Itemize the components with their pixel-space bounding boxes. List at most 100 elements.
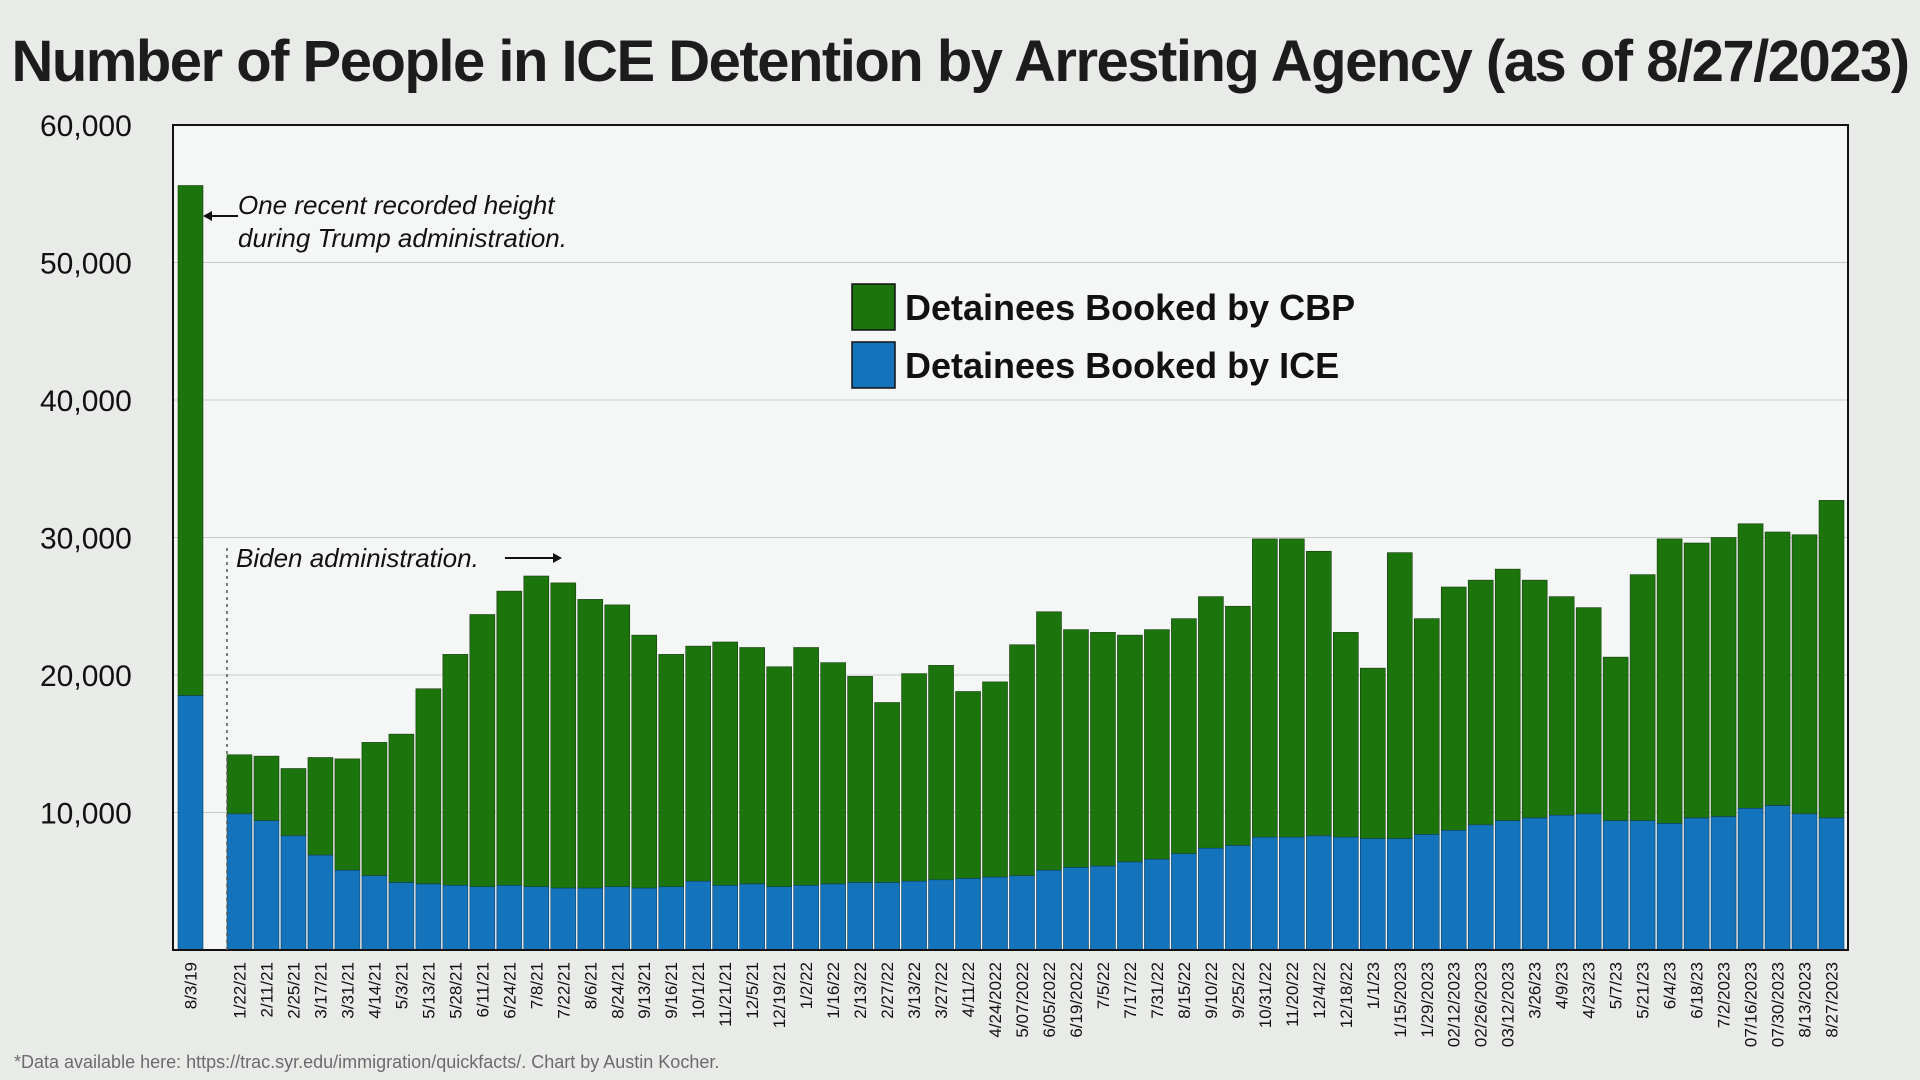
bar-cbp [658, 654, 685, 888]
bar-ice [820, 883, 846, 951]
bar-cbp [1117, 634, 1143, 863]
bar-cbp [307, 757, 334, 856]
bar-cbp [496, 590, 523, 886]
bar-cbp [1629, 574, 1656, 822]
x-tick-label: 7/31/22 [1148, 962, 1167, 1019]
bar-ice [739, 883, 765, 951]
bar-ice [469, 886, 496, 951]
x-tick-label: 1/1/23 [1364, 962, 1383, 1009]
bar-ice [847, 882, 873, 951]
bar-cbp [1683, 542, 1710, 819]
bar-ice [1764, 805, 1791, 951]
bar-cbp [1386, 552, 1413, 839]
x-tick-label: 07/16/2023 [1742, 962, 1761, 1047]
bar-ice [523, 886, 550, 951]
bar-cbp [1144, 629, 1170, 860]
legend-label: Detainees Booked by CBP [905, 287, 1355, 328]
bar-cbp [1467, 579, 1494, 826]
footnote: *Data available here: https://trac.syr.e… [14, 1052, 720, 1072]
x-tick-label: 12/4/22 [1310, 962, 1329, 1019]
bar-ice [1791, 813, 1818, 951]
bar-ice [415, 883, 442, 951]
bar-cbp [1656, 538, 1683, 824]
bar-ice [577, 887, 604, 951]
x-tick-label: 5/13/21 [419, 962, 438, 1019]
x-tick-label: 4/11/22 [959, 962, 978, 1017]
trump-annotation: One recent recorded height [238, 190, 556, 220]
x-tick-label: 8/15/22 [1175, 962, 1194, 1019]
bar-cbp [1279, 538, 1305, 838]
bar-ice [388, 882, 415, 951]
x-tick-label: 9/13/21 [635, 962, 654, 1019]
bar-cbp [685, 645, 712, 882]
bar-cbp [955, 691, 981, 879]
x-tick-label: 3/13/22 [905, 962, 924, 1019]
x-tick-label: 7/17/22 [1121, 962, 1140, 1019]
bar-ice [955, 878, 981, 951]
bar-ice [1575, 813, 1602, 951]
bar-cbp [712, 641, 738, 886]
x-tick-label: 3/17/21 [311, 962, 330, 1019]
x-tick-label: 10/1/21 [689, 962, 708, 1019]
y-tick-label: 10,000 [40, 798, 132, 831]
x-tick-label: 5/7/23 [1607, 962, 1626, 1009]
bar-cbp [1818, 500, 1845, 819]
x-tick-label: 3/27/22 [932, 962, 951, 1019]
bar-cbp [253, 755, 280, 822]
bar-ice [1306, 835, 1332, 951]
bar-ice [496, 885, 523, 951]
x-tick-label: 2/27/22 [878, 962, 897, 1019]
x-tick-label: 4/9/23 [1553, 962, 1572, 1009]
x-tick-label: 1/16/22 [824, 962, 843, 1019]
bar-ice [1494, 820, 1521, 951]
x-tick-label: 1/2/22 [797, 962, 816, 1009]
bar-ice [177, 695, 204, 951]
bar-ice [604, 886, 631, 951]
bar-ice [1252, 836, 1278, 951]
x-tick-label: 6/19/2022 [1067, 962, 1086, 1038]
bar-ice [1009, 875, 1035, 951]
x-tick-label: 8/24/21 [608, 962, 627, 1019]
x-tick-label: 7/22/21 [554, 962, 573, 1019]
bar-ice [361, 875, 388, 951]
bar-cbp [982, 681, 1008, 878]
bar-cbp [604, 604, 631, 888]
bar-cbp [226, 754, 253, 815]
bar-cbp [1764, 531, 1791, 806]
bar-cbp [928, 665, 954, 881]
trump-annotation: during Trump administration. [238, 223, 567, 253]
bar-cbp [1198, 596, 1224, 849]
bar-cbp [793, 647, 819, 886]
bar-cbp [334, 758, 361, 871]
bar-cbp [361, 742, 388, 877]
bar-ice [631, 887, 658, 951]
bar-ice [1521, 817, 1548, 951]
bar-cbp [1333, 632, 1359, 838]
bar-cbp [1521, 579, 1548, 819]
bar-ice [1198, 847, 1224, 951]
bar-ice [928, 879, 954, 951]
x-tick-label: 1/29/2023 [1418, 962, 1437, 1038]
bar-ice [307, 854, 334, 951]
bar-ice [1063, 867, 1089, 951]
bar-cbp [523, 575, 550, 888]
bar-cbp [631, 634, 658, 889]
bar-cbp [550, 582, 577, 889]
bar-cbp [469, 614, 496, 888]
x-tick-label: 10/31/22 [1256, 962, 1275, 1028]
bar-cbp [1306, 550, 1332, 837]
bar-cbp [177, 185, 204, 696]
bar-ice [280, 835, 307, 951]
x-tick-label: 9/25/22 [1229, 962, 1248, 1019]
x-tick-label: 3/31/21 [338, 962, 357, 1019]
bar-ice [1090, 865, 1116, 951]
bar-ice [793, 885, 819, 951]
trump-arrow-head [203, 211, 212, 221]
bar-ice [1117, 861, 1143, 951]
bar-ice [766, 886, 792, 951]
x-tick-label: 7/2/2023 [1715, 962, 1734, 1028]
x-tick-label: 8/3/19 [182, 962, 201, 1009]
bar-ice [1144, 858, 1170, 951]
bar-ice [1171, 853, 1197, 951]
